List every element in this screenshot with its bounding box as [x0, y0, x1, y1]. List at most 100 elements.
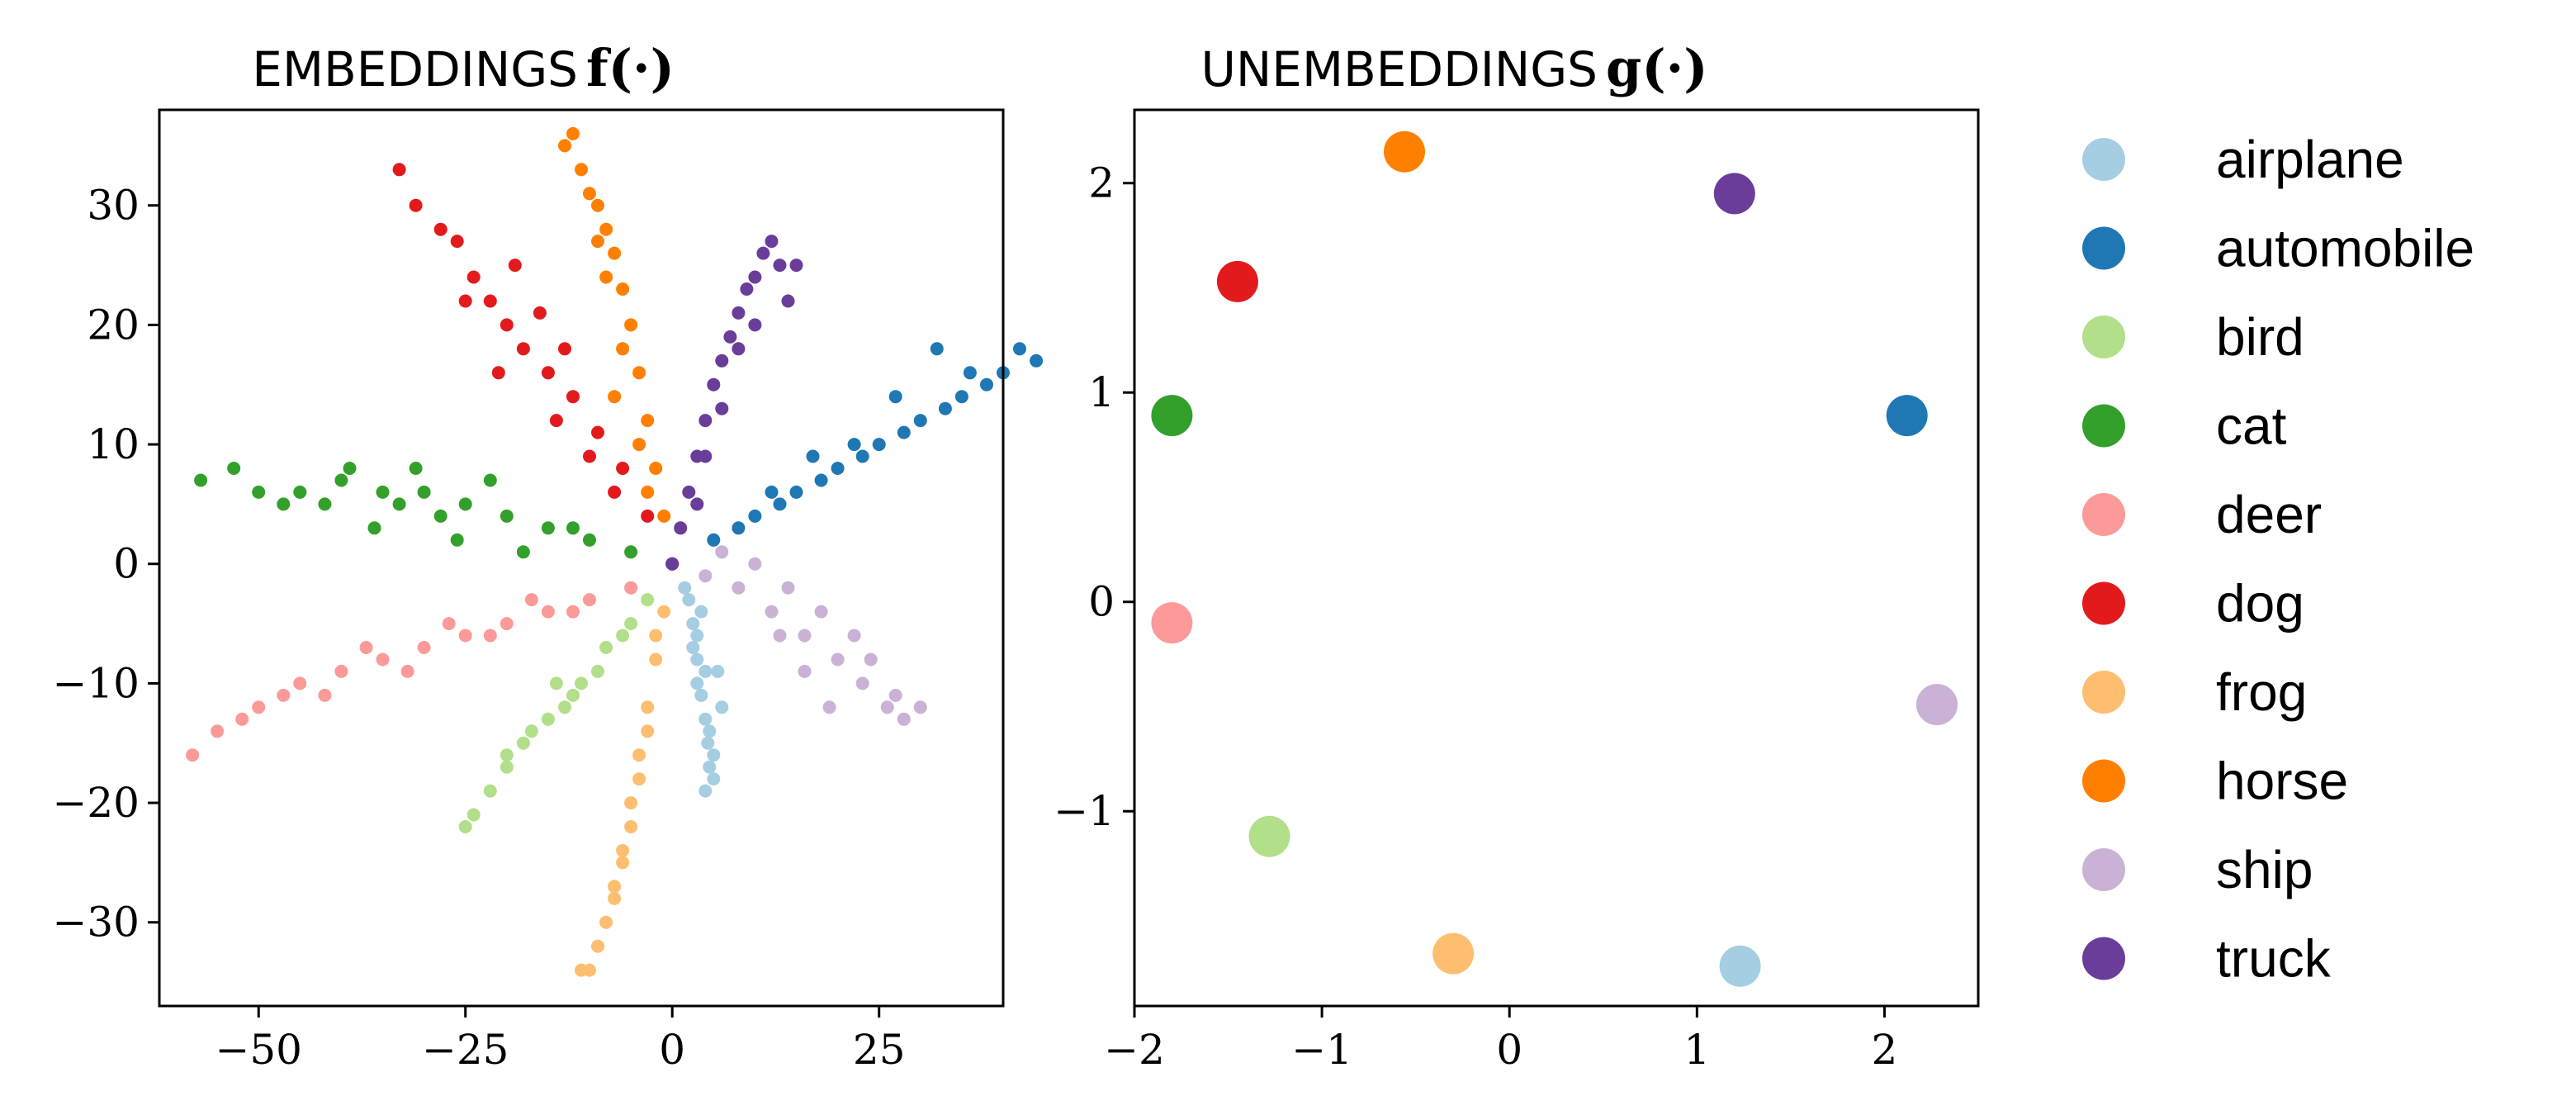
embeddings-x-tick-label: −50	[215, 1026, 302, 1074]
embeddings-point-airplane	[686, 617, 700, 631]
embeddings-point-truck	[781, 294, 795, 308]
embeddings-point-frog	[624, 796, 638, 810]
embeddings-point-frog	[649, 629, 663, 643]
embeddings-point-horse	[608, 390, 622, 404]
embeddings-point-bird	[541, 712, 555, 726]
embeddings-point-bird	[616, 629, 630, 643]
embeddings-point-cat	[392, 497, 406, 511]
unembeddings-title: UNEMBEDDINGS	[1200, 41, 1598, 97]
embeddings-point-dog	[483, 294, 497, 308]
embeddings-point-deer	[417, 641, 431, 654]
unembeddings-x-tick-label: −2	[1104, 1026, 1165, 1074]
unembeddings-point-dog	[1216, 260, 1258, 302]
legend-label-truck: truck	[2216, 929, 2332, 989]
embeddings-point-automobile	[831, 462, 845, 475]
embeddings-point-automobile	[963, 366, 977, 380]
embeddings-point-dog	[533, 306, 547, 320]
embeddings-point-cat	[566, 521, 580, 535]
embeddings-point-dog	[641, 509, 655, 523]
embeddings-point-truck	[715, 353, 729, 368]
embeddings-point-bird	[466, 808, 481, 822]
embeddings-point-deer	[442, 617, 456, 631]
legend-label-deer: deer	[2216, 485, 2322, 544]
embeddings-point-automobile	[773, 497, 787, 511]
embeddings-point-cat	[277, 497, 291, 511]
unembeddings-point-truck	[1713, 173, 1755, 215]
embeddings-point-truck	[674, 521, 688, 535]
embeddings-point-truck	[740, 282, 754, 296]
embeddings-point-truck	[707, 377, 721, 391]
legend-label-frog: frog	[2216, 662, 2307, 722]
embeddings-point-automobile	[938, 401, 952, 415]
embeddings-point-deer	[277, 688, 291, 702]
embeddings-point-truck	[732, 306, 746, 320]
embeddings-points	[186, 126, 1044, 977]
embeddings-point-horse	[583, 187, 596, 201]
embeddings-point-dog	[500, 318, 514, 332]
embeddings-point-frog	[632, 748, 646, 762]
embeddings-point-frog	[591, 939, 604, 953]
embeddings-point-cat	[458, 497, 472, 511]
embeddings-point-frog	[616, 856, 630, 870]
embeddings-point-horse	[558, 139, 571, 153]
embeddings-point-frog	[657, 605, 671, 619]
embeddings-point-truck	[773, 259, 787, 273]
embeddings-point-deer	[293, 676, 307, 690]
embeddings-point-airplane	[686, 641, 700, 654]
embeddings-point-bird	[549, 676, 563, 690]
embeddings-point-truck	[665, 557, 680, 571]
unembeddings-points	[1151, 130, 1958, 987]
embeddings-point-cat	[417, 485, 431, 499]
embeddings-point-ship	[773, 629, 787, 643]
embeddings-y-tick-label: 30	[87, 182, 140, 230]
unembeddings-x-tick-label: 1	[1683, 1026, 1710, 1074]
embeddings-point-horse	[657, 509, 671, 523]
embeddings-point-ship	[880, 700, 894, 714]
embeddings-point-airplane	[690, 652, 704, 667]
embeddings-point-frog	[632, 772, 646, 786]
unembeddings-x-tick-label: 0	[1496, 1026, 1522, 1074]
embeddings-point-deer	[211, 724, 225, 738]
embeddings-point-horse	[641, 485, 655, 499]
embeddings-point-airplane	[690, 676, 704, 690]
embeddings-point-truck	[748, 270, 762, 284]
embeddings-point-bird	[566, 688, 580, 702]
embeddings-point-cat	[367, 521, 381, 535]
embeddings-point-truck	[789, 259, 803, 273]
embeddings-point-cat	[252, 485, 266, 499]
embeddings-point-dog	[583, 449, 596, 463]
embeddings-point-truck	[690, 497, 704, 511]
embeddings-point-automobile	[732, 521, 746, 535]
legend-marker-bird	[2082, 316, 2125, 358]
embeddings-point-horse	[641, 414, 655, 428]
embeddings-point-frog	[616, 843, 630, 857]
unembeddings-y-tick-label: 2	[1088, 159, 1115, 207]
embeddings-point-dog	[491, 366, 505, 380]
embeddings-point-deer	[524, 593, 538, 607]
embeddings-point-bird	[558, 700, 571, 714]
embeddings-point-dog	[608, 485, 622, 499]
embeddings-point-frog	[608, 880, 622, 894]
embeddings-x-tick-label: 25	[853, 1026, 906, 1074]
embeddings-point-airplane	[698, 784, 713, 798]
embeddings-point-dog	[558, 342, 571, 356]
embeddings-point-frog	[599, 915, 613, 929]
embeddings-point-deer	[566, 605, 580, 619]
embeddings-point-dog	[616, 462, 630, 475]
embeddings-point-dog	[591, 425, 604, 439]
unembeddings-title-math: g(·)	[1606, 38, 1708, 98]
embeddings-title: EMBEDDINGS	[252, 41, 578, 97]
unembeddings-point-frog	[1432, 932, 1475, 975]
legend-marker-horse	[2082, 759, 2125, 803]
embeddings-point-automobile	[930, 342, 944, 356]
embeddings-point-deer	[376, 652, 390, 667]
embeddings-plot-frame	[158, 108, 1005, 1008]
embeddings-point-automobile	[765, 485, 779, 499]
unembeddings-point-automobile	[1886, 395, 1928, 437]
embeddings-point-deer	[483, 629, 497, 643]
embeddings-point-automobile	[1030, 353, 1044, 368]
embeddings-point-cat	[500, 509, 514, 523]
embeddings-point-frog	[608, 891, 622, 905]
unembeddings-plot-frame	[1133, 108, 1980, 1008]
embeddings-point-dog	[516, 342, 530, 356]
